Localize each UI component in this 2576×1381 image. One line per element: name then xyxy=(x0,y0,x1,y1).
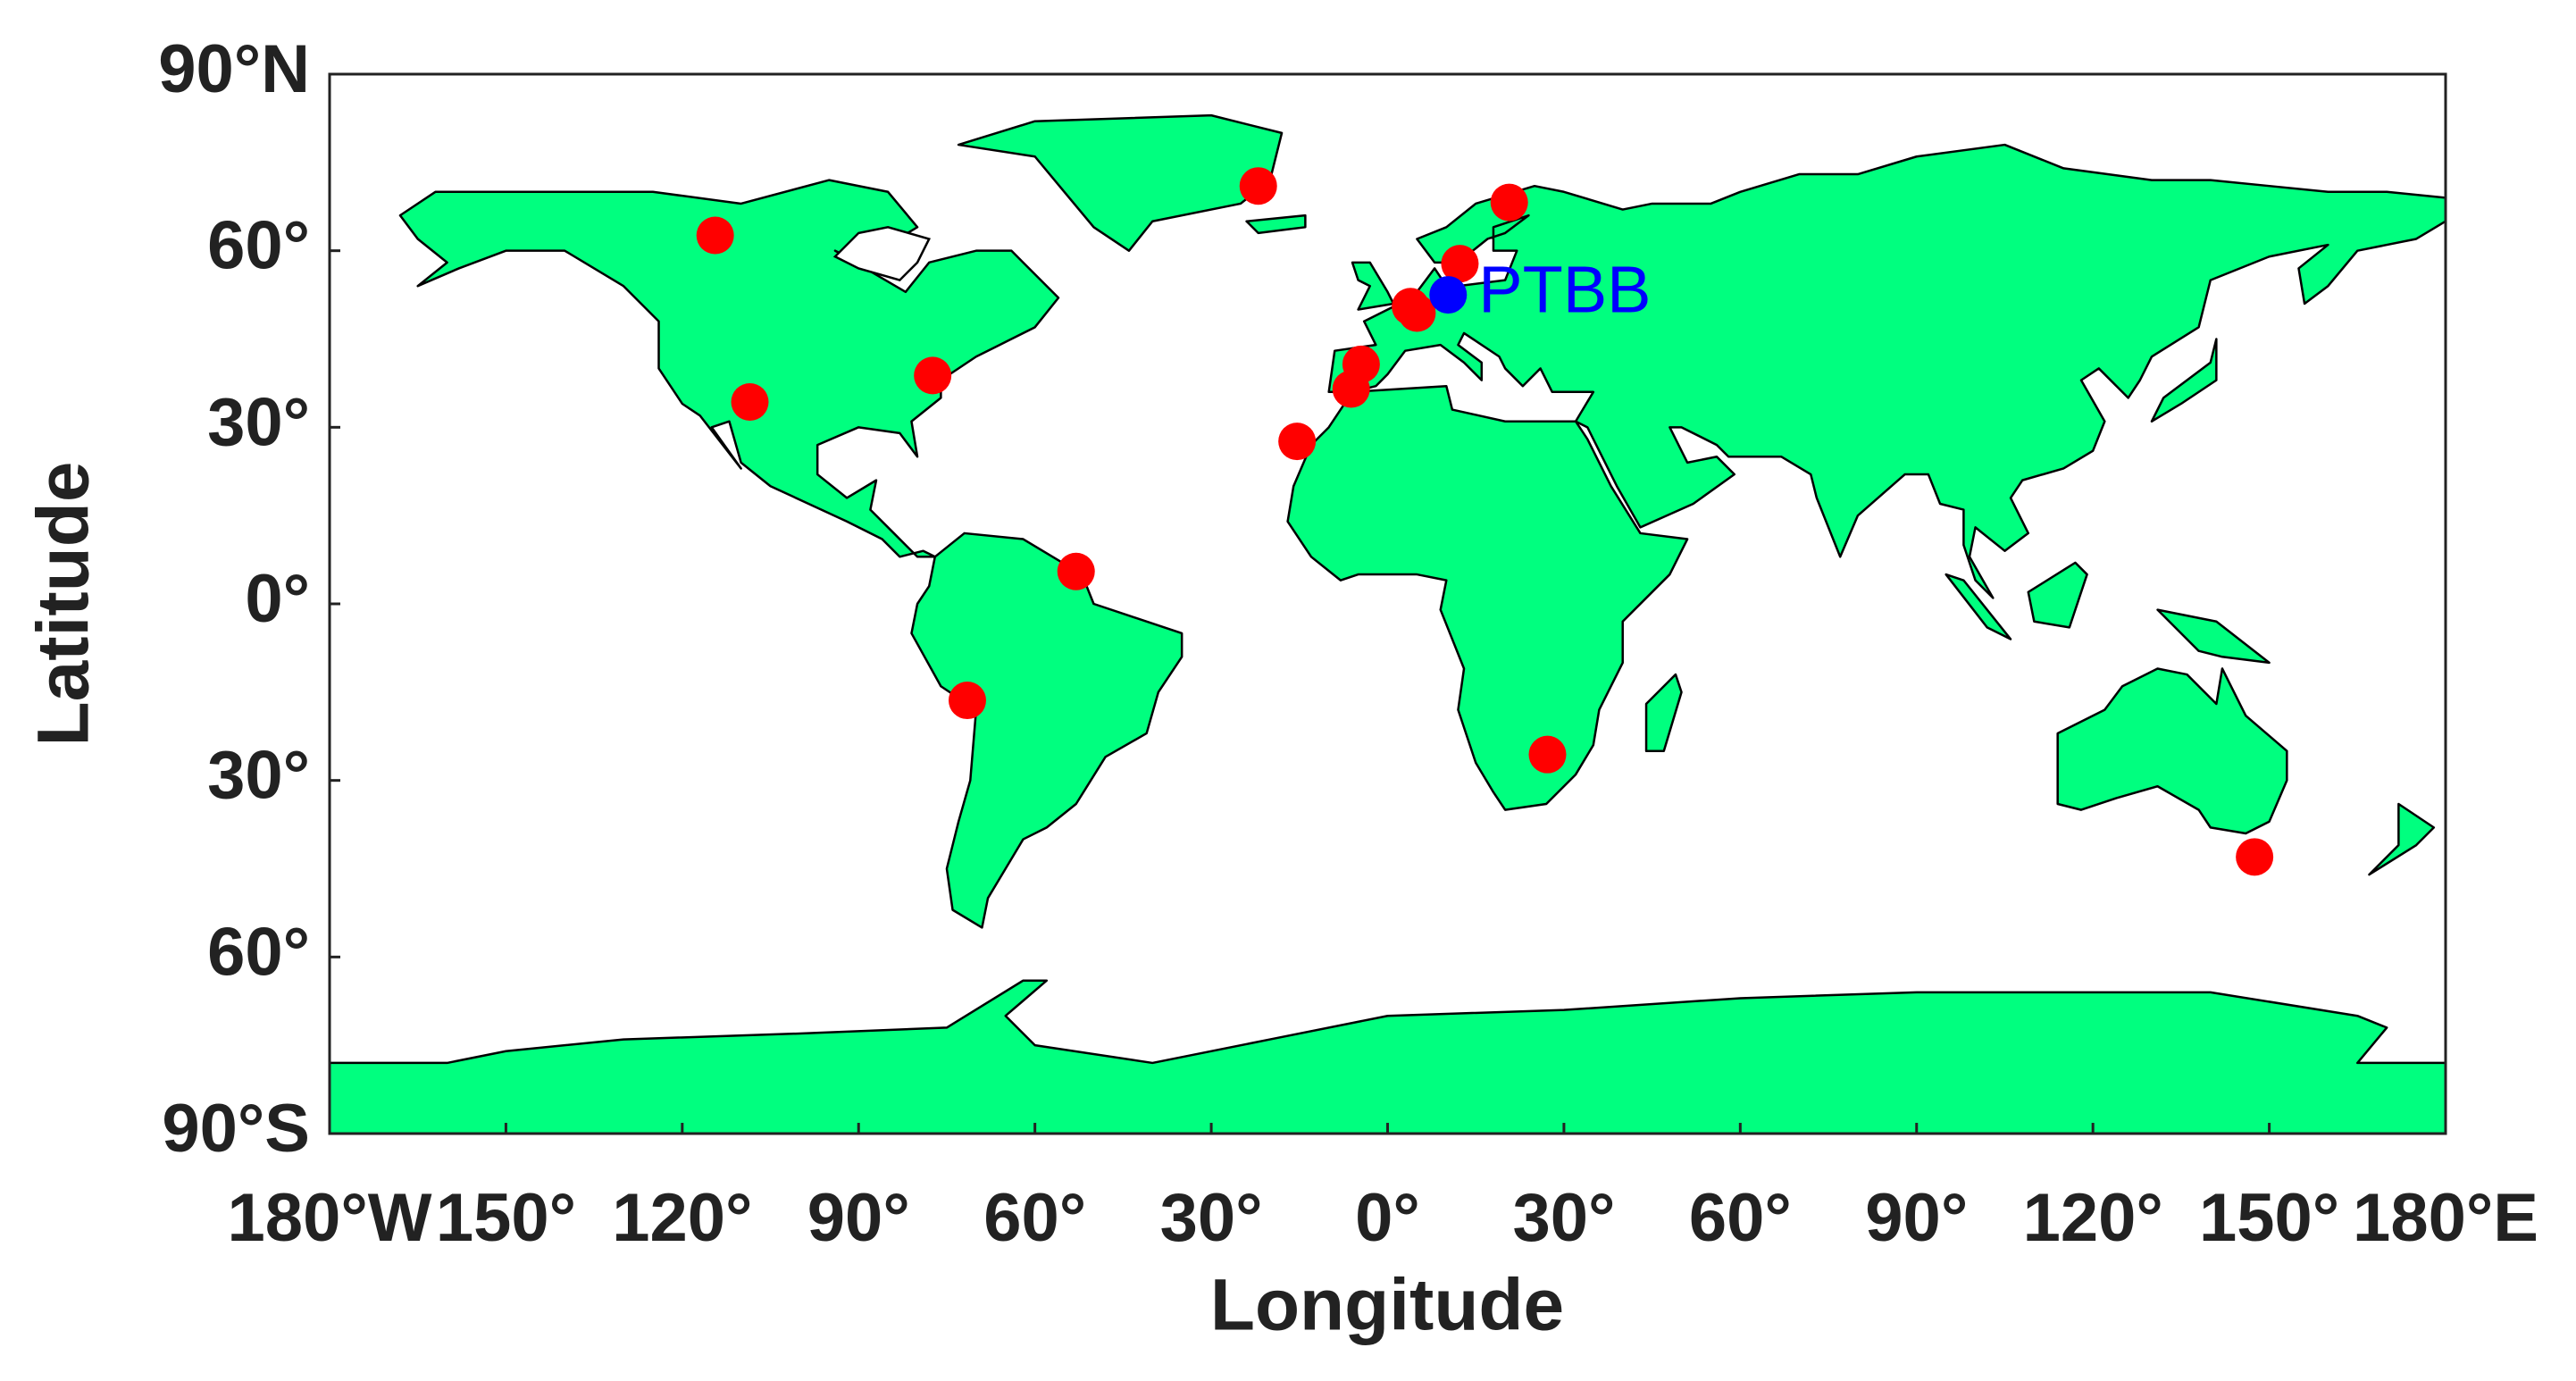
station-label: PTBB xyxy=(1478,253,1651,327)
station-marker xyxy=(2236,838,2274,876)
station-marker xyxy=(1342,345,1380,383)
south-america xyxy=(911,533,1182,927)
station-marker xyxy=(696,216,734,255)
x-tick-label: 180°E xyxy=(2353,1180,2538,1256)
antarctica xyxy=(330,981,2446,1134)
x-tick-label: 90° xyxy=(1865,1180,1968,1256)
britain xyxy=(1352,263,1393,310)
y-tick-label: 0° xyxy=(245,561,310,637)
x-tick-label: 0° xyxy=(1355,1180,1420,1256)
map-area xyxy=(330,115,2446,1134)
x-tick-label: 120° xyxy=(612,1180,752,1256)
y-tick-label: 90°N xyxy=(158,31,310,107)
station-marker xyxy=(1278,423,1317,461)
sumatra xyxy=(1946,574,2011,639)
land xyxy=(330,115,2446,1134)
y-tick-label: 30° xyxy=(207,738,310,814)
new-guinea xyxy=(2158,610,2270,663)
y-tick-label: 90°S xyxy=(162,1091,310,1167)
station-marker xyxy=(1528,735,1567,774)
x-tick-label: 180°W xyxy=(228,1180,432,1256)
x-axis-label: Longitude xyxy=(1210,1265,1564,1346)
madagascar xyxy=(1646,674,1681,751)
x-tick-label: 30° xyxy=(1512,1180,1615,1256)
hudson-bay xyxy=(835,227,929,280)
australia xyxy=(2058,668,2287,833)
greenland xyxy=(958,115,1282,251)
y-axis-label: Latitude xyxy=(23,462,105,747)
new-zealand xyxy=(2369,804,2433,875)
x-tick-label: 150° xyxy=(436,1180,576,1256)
station-marker xyxy=(1057,552,1095,590)
station-marker xyxy=(1239,167,1277,205)
y-tick-label: 60° xyxy=(207,914,310,990)
x-tick-label: 60° xyxy=(983,1180,1086,1256)
japan xyxy=(2152,339,2216,422)
y-tick-label: 60° xyxy=(207,208,310,284)
station-marker xyxy=(948,682,986,720)
borneo xyxy=(2028,563,2087,627)
station-marker xyxy=(731,383,769,422)
x-tick-label: 30° xyxy=(1160,1180,1263,1256)
station-marker xyxy=(1490,183,1528,222)
station-marker xyxy=(1441,245,1479,283)
x-tick-label: 60° xyxy=(1689,1180,1792,1256)
x-tick-label: 90° xyxy=(807,1180,910,1256)
x-tick-label: 120° xyxy=(2023,1180,2163,1256)
station-marker xyxy=(1398,294,1436,332)
africa xyxy=(1288,386,1687,809)
x-tick-label: 150° xyxy=(2199,1180,2339,1256)
y-tick-label: 30° xyxy=(207,384,310,460)
station-marker xyxy=(914,356,952,395)
station-marker xyxy=(1429,276,1468,314)
iceland xyxy=(1247,215,1306,233)
